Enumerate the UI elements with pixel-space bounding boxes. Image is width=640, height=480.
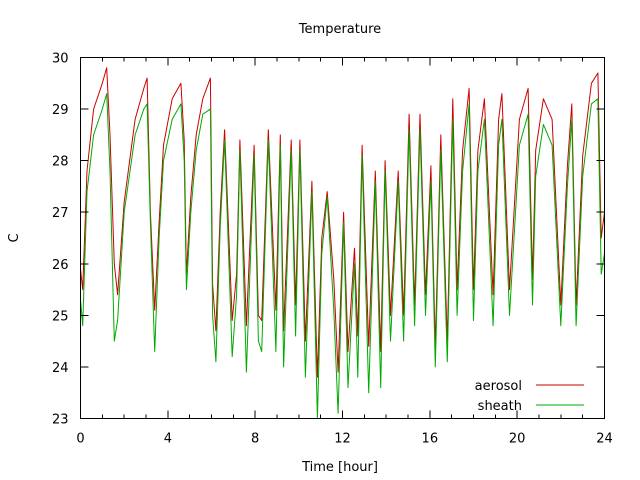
x-axis-label: Time [hour] [301,460,378,475]
x-tick-label: 0 [76,432,84,447]
series-line-aerosol [80,67,605,378]
x-tick-label: 4 [164,432,172,447]
axis-ticks: 0 4 8 12 16 20 24 23 24 25 26 27 28 29 30 [52,52,613,447]
plot-frame [80,57,605,419]
x-tick-label: 20 [509,432,526,447]
x-tick-label: 12 [334,432,351,447]
x-tick-label: 8 [251,432,259,447]
legend-label-aerosol: aerosol [475,379,522,394]
x-tick-label: 16 [422,432,439,447]
y-tick-label: 27 [52,206,69,221]
x-tick-label: 24 [596,432,613,447]
plot-series [80,67,605,419]
y-tick-label: 24 [52,361,69,376]
y-tick-label: 30 [52,52,69,67]
series-line-sheath [80,93,605,419]
y-tick-label: 23 [52,413,69,428]
y-tick-label: 29 [52,103,69,118]
chart-title: Temperature [298,22,381,37]
legend-label-sheath: sheath [478,399,522,414]
y-tick-label: 26 [52,258,69,273]
legend: aerosol sheath [475,379,584,414]
y-tick-label: 25 [52,309,69,324]
y-axis-label: C [7,233,22,242]
y-tick-label: 28 [52,155,69,170]
